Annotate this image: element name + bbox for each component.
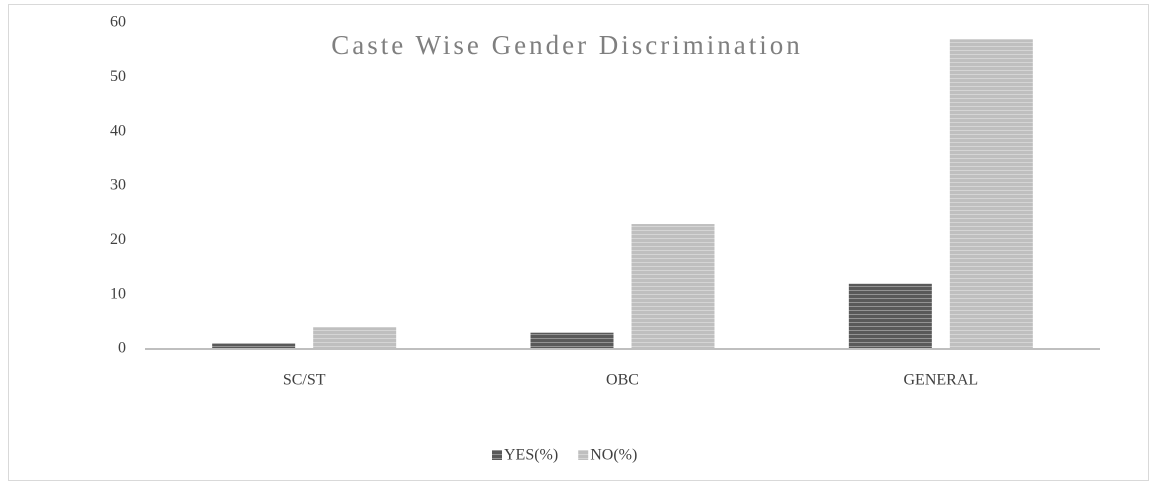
y-tick-label: 30 xyxy=(110,177,126,194)
bar xyxy=(949,39,1033,350)
y-tick-label: 10 xyxy=(110,285,126,302)
y-tick-label: 50 xyxy=(110,68,126,85)
chart-border xyxy=(8,4,1149,481)
y-tick-label: 0 xyxy=(118,340,126,357)
bar xyxy=(530,332,614,349)
legend-swatch xyxy=(492,450,502,460)
legend-swatch xyxy=(578,450,589,460)
legend-label: YES(%) xyxy=(504,447,558,464)
bar xyxy=(313,327,397,349)
chart-title: Caste Wise Gender Discrimination xyxy=(331,30,803,60)
x-tick-label: SC/ST xyxy=(283,372,326,389)
legend-label: NO(%) xyxy=(590,447,637,464)
x-tick-label: OBC xyxy=(606,372,639,389)
y-tick-label: 60 xyxy=(110,14,126,31)
bar xyxy=(631,224,715,349)
x-tick-label: GENERAL xyxy=(904,372,979,389)
bar xyxy=(212,343,296,349)
bar xyxy=(848,283,932,349)
y-tick-label: 20 xyxy=(110,231,126,248)
y-tick-label: 40 xyxy=(110,122,126,139)
